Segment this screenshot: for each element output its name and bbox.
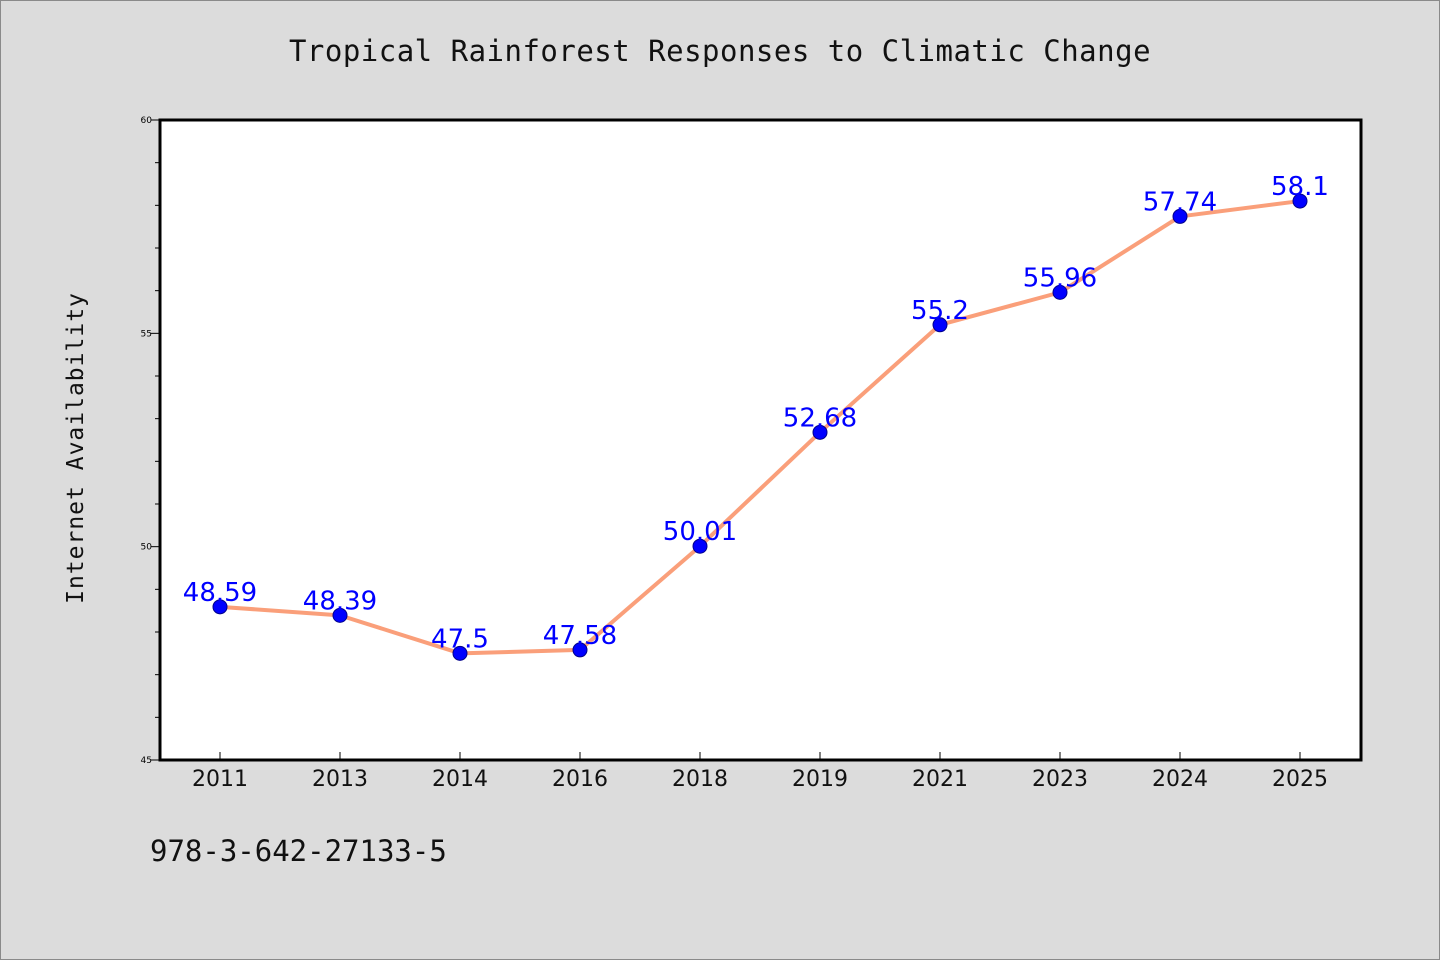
series-layer — [212, 193, 1308, 661]
isbn-text: 978-3-642-27133-5 — [150, 834, 447, 868]
data-label: 55.96 — [1023, 263, 1097, 293]
data-point — [1052, 284, 1068, 300]
y-tick-label: 55 — [141, 329, 152, 339]
data-label: 47.5 — [431, 624, 489, 654]
data-label: 50.01 — [663, 517, 737, 547]
series-line — [218, 199, 1302, 656]
x-tick-label: 2021 — [912, 767, 968, 792]
data-label: 48.59 — [183, 578, 257, 608]
data-point — [212, 599, 228, 615]
y-axis: 45 50 55 60 — [141, 116, 160, 766]
x-tick-label: 2011 — [192, 767, 248, 792]
data-point — [452, 645, 468, 661]
data-label: 58.1 — [1271, 172, 1329, 202]
data-label: 52.68 — [783, 403, 857, 433]
x-tick-label: 2016 — [552, 767, 608, 792]
x-tick-label: 2019 — [792, 767, 848, 792]
x-tick-label: 2014 — [432, 767, 488, 792]
data-point — [932, 317, 948, 333]
data-point — [812, 424, 828, 440]
data-label: 55.2 — [911, 296, 969, 326]
y-tick-label: 45 — [141, 756, 152, 766]
data-label: 48.39 — [303, 586, 377, 616]
data-point — [332, 607, 348, 623]
data-label: 47.58 — [543, 621, 617, 651]
x-tick-label: 2024 — [1152, 767, 1208, 792]
y-tick-label: 50 — [141, 543, 153, 553]
chart-title: Tropical Rainforest Responses to Climati… — [288, 34, 1152, 68]
data-label-layer: 48.59 48.39 47.5 47.58 50.01 52.68 55.2 55.96 57… — [183, 172, 1329, 654]
y-tick-label: 60 — [141, 116, 153, 126]
x-tick-label: 2025 — [1272, 767, 1328, 792]
data-point — [1172, 208, 1188, 224]
data-point — [692, 538, 708, 554]
data-label: 57.74 — [1143, 187, 1217, 217]
x-tick-label: 2018 — [672, 767, 728, 792]
data-point — [1292, 193, 1308, 209]
x-axis: 2011 2013 2014 2016 2018 2019 2021 2023 2024 2025 — [192, 752, 1328, 792]
x-tick-label: 2023 — [1032, 767, 1088, 792]
data-point — [572, 642, 588, 658]
x-tick-label: 2013 — [312, 767, 368, 792]
